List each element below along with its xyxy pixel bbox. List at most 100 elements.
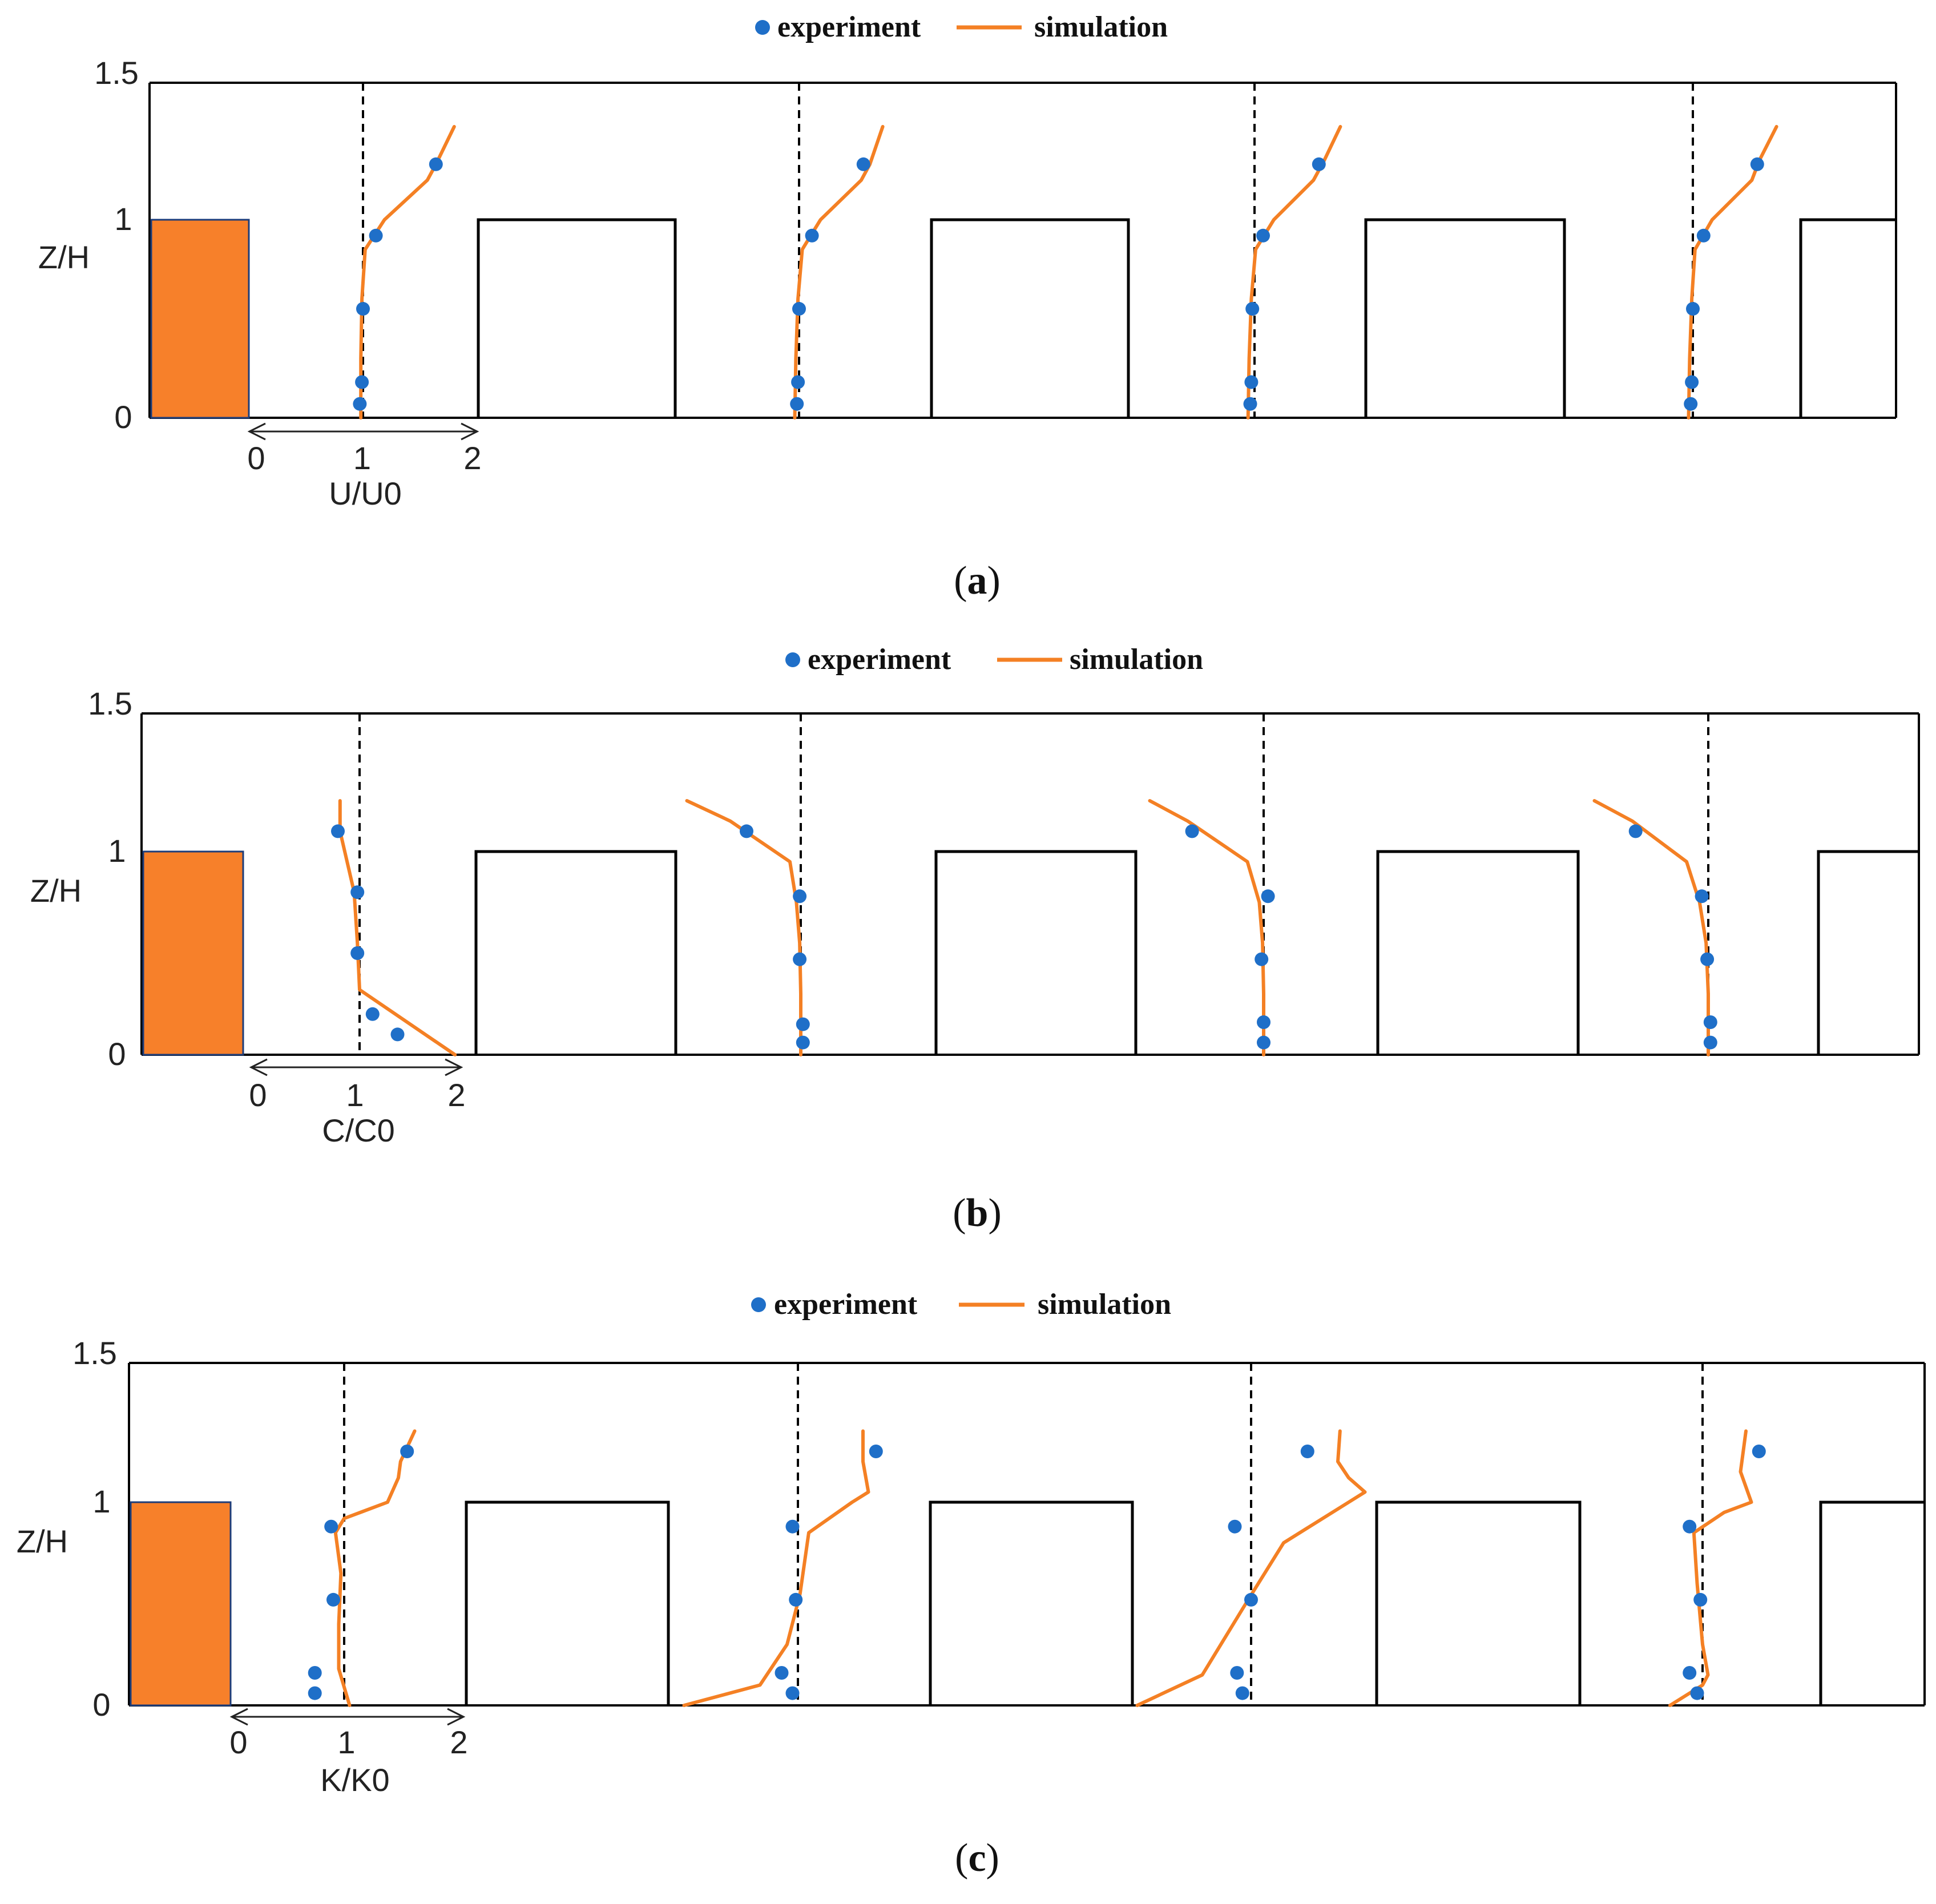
experiment-point: [1693, 1592, 1708, 1607]
source-building: [150, 219, 250, 419]
profile-station-4: [1668, 1363, 1766, 1707]
experiment-point: [308, 1666, 322, 1680]
experiment-point: [793, 889, 807, 903]
profile-station-4: [1592, 713, 1717, 1056]
building-2: [930, 218, 1130, 418]
y-axis-label: Z/H: [38, 239, 90, 275]
building-2: [934, 850, 1138, 1055]
experiment-point: [1685, 375, 1699, 389]
source-building: [142, 850, 244, 1056]
experiment-point: [791, 375, 805, 389]
experiment-point: [1703, 1035, 1717, 1050]
chart-panel-a: experiment simulation 0 1 1.5 Z/H 0 1 2 U/U0 (a): [38, 11, 1897, 603]
legend-experiment-marker: [755, 20, 770, 35]
profile-scale-arrow-left: [247, 422, 266, 441]
simulation-series-line: [1135, 1429, 1367, 1707]
experiment-point: [365, 1007, 380, 1021]
simulation-series-line: [1592, 799, 1710, 1056]
y-tick-label: 1.5: [88, 685, 132, 721]
experiment-point: [796, 1035, 810, 1050]
panel-caption: (c): [955, 1836, 999, 1880]
experiment-point: [350, 946, 365, 960]
experiment-point: [369, 228, 383, 243]
experiment-point: [350, 885, 365, 899]
simulation-series-line: [1148, 799, 1265, 1056]
experiment-point: [1244, 375, 1259, 389]
experiment-point: [400, 1445, 414, 1458]
experiment-point: [326, 1592, 340, 1607]
simulation-series-line: [1687, 124, 1778, 419]
experiment-point: [1300, 1445, 1314, 1458]
panel-caption: (b): [953, 1191, 1002, 1235]
profile-scale-tick-label: 0: [249, 1077, 267, 1113]
experiment-point: [356, 302, 370, 316]
panel-caption-letter: b: [966, 1191, 989, 1235]
simulation-series-line: [1668, 1429, 1753, 1707]
building-1: [465, 1500, 670, 1705]
experiment-point: [1628, 824, 1643, 838]
simulation-series-line: [793, 124, 885, 419]
panel-caption-letter: a: [967, 559, 987, 603]
experiment-point: [353, 397, 367, 411]
simulation-series-line: [359, 124, 456, 419]
experiment-point: [796, 1017, 810, 1031]
profile-station-2: [790, 83, 885, 419]
legend-experiment-marker: [751, 1297, 766, 1312]
x-axis-label: K/K0: [320, 1762, 389, 1798]
experiment-point: [1703, 1015, 1717, 1029]
chart-panel-b: experiment simulation 0 1 1.5 Z/H 0 1 2 C/C0 (b): [30, 643, 1920, 1235]
experiment-point: [1684, 397, 1698, 411]
profile-scale-arrow-left: [229, 1708, 248, 1726]
building-1: [477, 218, 677, 418]
y-axis-label: Z/H: [17, 1523, 68, 1559]
y-tick-label: 0: [92, 1687, 110, 1723]
simulation-series-line: [333, 1429, 417, 1707]
source-building: [130, 1501, 232, 1707]
profile-scale-arrow-right: [445, 1058, 463, 1076]
profile-scale-arrow-right: [461, 422, 479, 441]
experiment-point: [869, 1445, 883, 1458]
profile-station-1: [308, 1363, 417, 1707]
legend: experiment simulation: [755, 11, 1168, 43]
y-tick-label: 1: [108, 833, 126, 869]
experiment-point: [355, 375, 369, 389]
profile-station-2: [685, 713, 810, 1056]
experiment-point: [1230, 1666, 1244, 1680]
legend-experiment-label: experiment: [774, 1288, 918, 1321]
building-2: [929, 1500, 1134, 1705]
experiment-point: [390, 1027, 405, 1042]
y-tick-label: 1.5: [72, 1335, 117, 1371]
experiment-point: [429, 157, 443, 171]
experiment-point: [856, 157, 870, 171]
building-4: [1799, 218, 1896, 418]
experiment-point: [775, 1666, 789, 1680]
legend-experiment-marker: [785, 652, 800, 667]
y-tick-label: 1: [92, 1483, 110, 1519]
profile-station-3: [1243, 83, 1342, 419]
experiment-point: [1185, 824, 1199, 838]
experiment-point: [1245, 302, 1260, 316]
experiment-point: [1256, 228, 1270, 243]
experiment-point: [308, 1686, 322, 1700]
building-4: [1819, 1500, 1925, 1705]
chart-panel-c: experiment simulation 0 1 1.5 Z/H 0 1 2 K/K0 (c): [17, 1288, 1926, 1880]
building-4: [1817, 850, 1919, 1055]
experiment-point: [805, 228, 819, 243]
experiment-point: [785, 1686, 800, 1700]
profile-station-4: [1684, 83, 1778, 419]
profile-scale-tick-label: 0: [247, 440, 265, 476]
experiment-point: [740, 824, 753, 838]
panel-caption: (a): [954, 559, 1001, 603]
legend-simulation-label: simulation: [1070, 643, 1203, 676]
legend: experiment simulation: [751, 1288, 1171, 1321]
simulation-series-line: [1246, 124, 1342, 419]
experiment-point: [1750, 157, 1764, 171]
experiment-point: [1690, 1686, 1704, 1700]
experiment-point: [793, 952, 807, 966]
profile-scale-tick-label: 2: [450, 1724, 467, 1760]
profile-station-3: [1135, 1363, 1367, 1707]
x-axis-label: U/U0: [329, 475, 402, 511]
experiment-point: [324, 1519, 338, 1534]
profile-scale-tick-label: 1: [337, 1724, 355, 1760]
experiment-point: [1261, 889, 1275, 903]
